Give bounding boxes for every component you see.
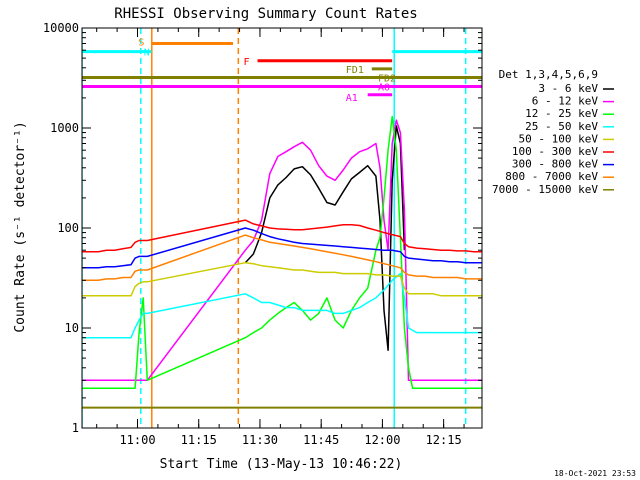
y-tick-label-2: 100 bbox=[57, 221, 79, 235]
legend-label-5: 100 - 300 keV bbox=[512, 145, 598, 158]
series-group bbox=[82, 28, 482, 428]
chart-title: RHESSI Observing Summary Count Rates bbox=[114, 6, 417, 22]
series-line-4 bbox=[82, 261, 482, 297]
y-axis-label: Count Rate (s⁻¹ detector⁻¹) bbox=[13, 121, 28, 332]
legend-label-1: 6 - 12 keV bbox=[532, 95, 599, 108]
x-axis-label: Start Time (13-May-13 10:46:22) bbox=[160, 457, 403, 472]
timestamp-label: 18-Oct-2021 23:53 bbox=[554, 469, 636, 478]
flag-label-fd2: FD2 bbox=[378, 73, 396, 84]
flag-label-n: N bbox=[144, 48, 150, 59]
flag-label-s: S bbox=[138, 37, 144, 48]
x-tick-label-0: 11:00 bbox=[119, 433, 155, 447]
legend-label-6: 300 - 800 keV bbox=[512, 158, 598, 171]
y-tick-label-3: 1000 bbox=[50, 121, 79, 135]
flag-label-a1: A1 bbox=[346, 93, 358, 104]
series-line-7 bbox=[82, 234, 482, 282]
x-tick-label-1: 11:15 bbox=[181, 433, 217, 447]
legend-label-3: 25 - 50 keV bbox=[525, 120, 598, 133]
y-tick-label-0: 1 bbox=[72, 421, 79, 435]
legend-label-7: 800 - 7000 keV bbox=[505, 170, 598, 183]
flag-label-fd1: FD1 bbox=[346, 65, 364, 76]
series-line-0 bbox=[244, 125, 406, 351]
series-line-5 bbox=[82, 219, 482, 253]
series-line-1 bbox=[82, 119, 482, 382]
x-tick-label-5: 12:15 bbox=[426, 433, 462, 447]
flag-label-f: F bbox=[244, 57, 250, 68]
legend-label-8: 7000 - 15000 keV bbox=[492, 183, 598, 196]
legend-label-2: 12 - 25 keV bbox=[525, 107, 598, 120]
plot-area: 1 10 100 1000 10000 11:00 11:15 11:30 11:45 12:00… bbox=[43, 21, 614, 447]
y-tick-label-4: 10000 bbox=[43, 21, 79, 35]
flag-label-a0: A0 bbox=[378, 83, 390, 94]
y-tick-label-1: 10 bbox=[65, 321, 79, 335]
x-tick-label-4: 12:00 bbox=[364, 433, 400, 447]
series-line-6 bbox=[82, 227, 482, 269]
x-tick-label-2: 11:30 bbox=[242, 433, 278, 447]
series-line-2 bbox=[82, 115, 482, 389]
x-tick-label-3: 11:45 bbox=[303, 433, 339, 447]
legend-label-4: 50 - 100 keV bbox=[519, 132, 599, 145]
legend-title: Det 1,3,4,5,6,9 bbox=[499, 68, 598, 81]
legend-label-0: 3 - 6 keV bbox=[538, 82, 598, 95]
series-line-3 bbox=[82, 272, 482, 339]
